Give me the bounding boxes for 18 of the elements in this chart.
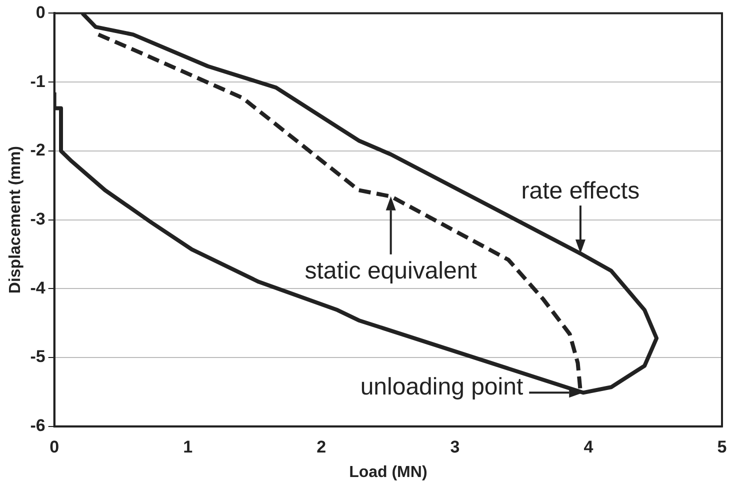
y-tick-label: 0 xyxy=(36,2,46,22)
y-tick-label: -3 xyxy=(30,209,46,228)
y-tick-label: -5 xyxy=(30,347,46,366)
x-tick-label: 4 xyxy=(584,437,594,456)
x-tick-label: 5 xyxy=(717,437,727,456)
annotation: unloading point xyxy=(360,374,524,401)
y-axis-title: Displacement (mm) xyxy=(7,146,24,294)
x-tick-label: 2 xyxy=(316,437,326,456)
x-axis-title: Load (MN) xyxy=(349,464,428,481)
y-tick-label: -1 xyxy=(30,72,46,91)
annotation: rate effects xyxy=(521,178,640,205)
y-tick-label: -4 xyxy=(30,278,46,298)
annotation: static equivalent xyxy=(304,257,478,284)
x-tick-label: 0 xyxy=(50,437,60,456)
y-tick-label: -6 xyxy=(30,416,46,436)
y-tick-label: -2 xyxy=(30,140,46,160)
x-tick-label: 1 xyxy=(183,437,193,456)
x-tick-label: 3 xyxy=(450,437,460,456)
